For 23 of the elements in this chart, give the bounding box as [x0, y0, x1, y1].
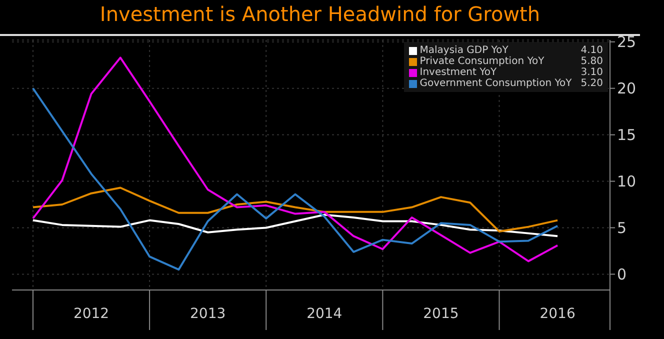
x-tick-label: 2012	[73, 306, 110, 322]
y-tick-label: 10	[617, 172, 636, 191]
y-tick-label: 25	[617, 33, 636, 52]
annotation: 5.20	[580, 78, 603, 89]
x-tick-label: 2014	[306, 306, 342, 322]
x-tick-label: 2013	[190, 306, 226, 322]
legend-label: Investment YoY	[420, 67, 498, 78]
line-series	[32, 186, 559, 232]
line-series	[32, 87, 559, 271]
y-tick-label: 0	[617, 266, 627, 284]
legend-label: Private Consumption YoY	[420, 56, 546, 67]
x-tick-label: 2015	[423, 306, 459, 322]
x-tick-label: 2016	[540, 306, 576, 322]
chart-title: Investment is Another Headwind for Growth	[98, 2, 542, 26]
annotation: 3.10	[580, 67, 603, 78]
y-tick-label: 20	[617, 80, 636, 98]
line-series	[32, 214, 559, 238]
y-tick-label: 15	[617, 126, 636, 144]
legend-label: Malaysia GDP YoY	[420, 45, 508, 56]
y-tick-label: 5	[617, 219, 627, 238]
annotation: 5.80	[580, 56, 603, 67]
annotation: 4.10	[580, 45, 603, 56]
legend-label: Government Consumption YoY	[420, 78, 573, 89]
